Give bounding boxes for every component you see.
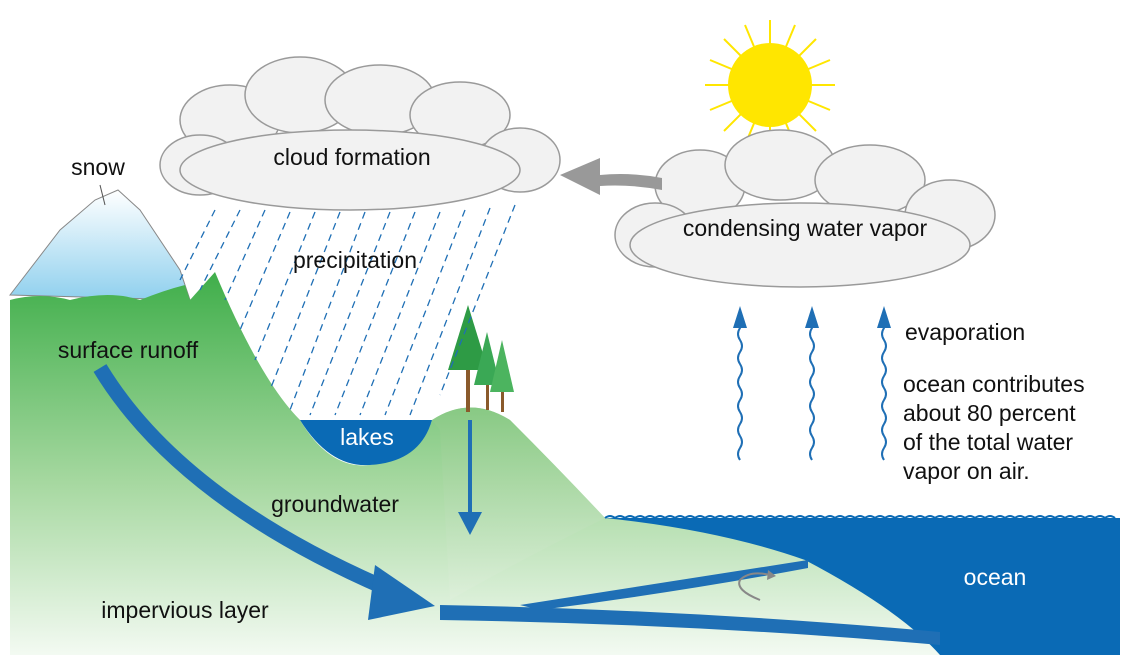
impervious-flow [440, 605, 940, 645]
note-line: of the total water [903, 429, 1073, 455]
label: snow [71, 154, 125, 180]
hill [432, 407, 605, 600]
ocean-waves [604, 515, 1116, 520]
sun [705, 20, 835, 150]
trees [448, 305, 514, 412]
label: cloud formation [273, 144, 430, 170]
vapor-arrow [560, 158, 662, 195]
cloud-right [614, 129, 996, 288]
runoff-arrow-head [368, 565, 435, 620]
note-line: ocean contributes [903, 371, 1085, 397]
label: ocean [964, 564, 1027, 590]
label: surface runoff [58, 337, 199, 363]
label: groundwater [271, 491, 399, 517]
evaporation-arrows [733, 306, 891, 461]
precipitation-lines [179, 204, 516, 416]
note: ocean contributes about 80 percent of th… [903, 371, 1091, 484]
label: condensing water vapor [683, 215, 928, 241]
label: evaporation [905, 319, 1025, 345]
label: precipitation [293, 247, 417, 273]
snow-pointer [99, 184, 106, 206]
snow-cap [9, 189, 191, 301]
lake [300, 420, 432, 466]
cloud-left [159, 56, 561, 211]
circulation-head [767, 570, 776, 580]
infiltration-head [458, 512, 482, 535]
ocean-water [605, 518, 1120, 655]
underground-flow [520, 560, 808, 610]
note-line: about 80 percent [903, 400, 1076, 426]
label: impervious layer [101, 597, 269, 623]
note-line: vapor on air. [903, 458, 1030, 484]
circulation-arrow [738, 572, 771, 601]
label: lakes [340, 424, 394, 450]
runoff-arrow [93, 364, 393, 597]
